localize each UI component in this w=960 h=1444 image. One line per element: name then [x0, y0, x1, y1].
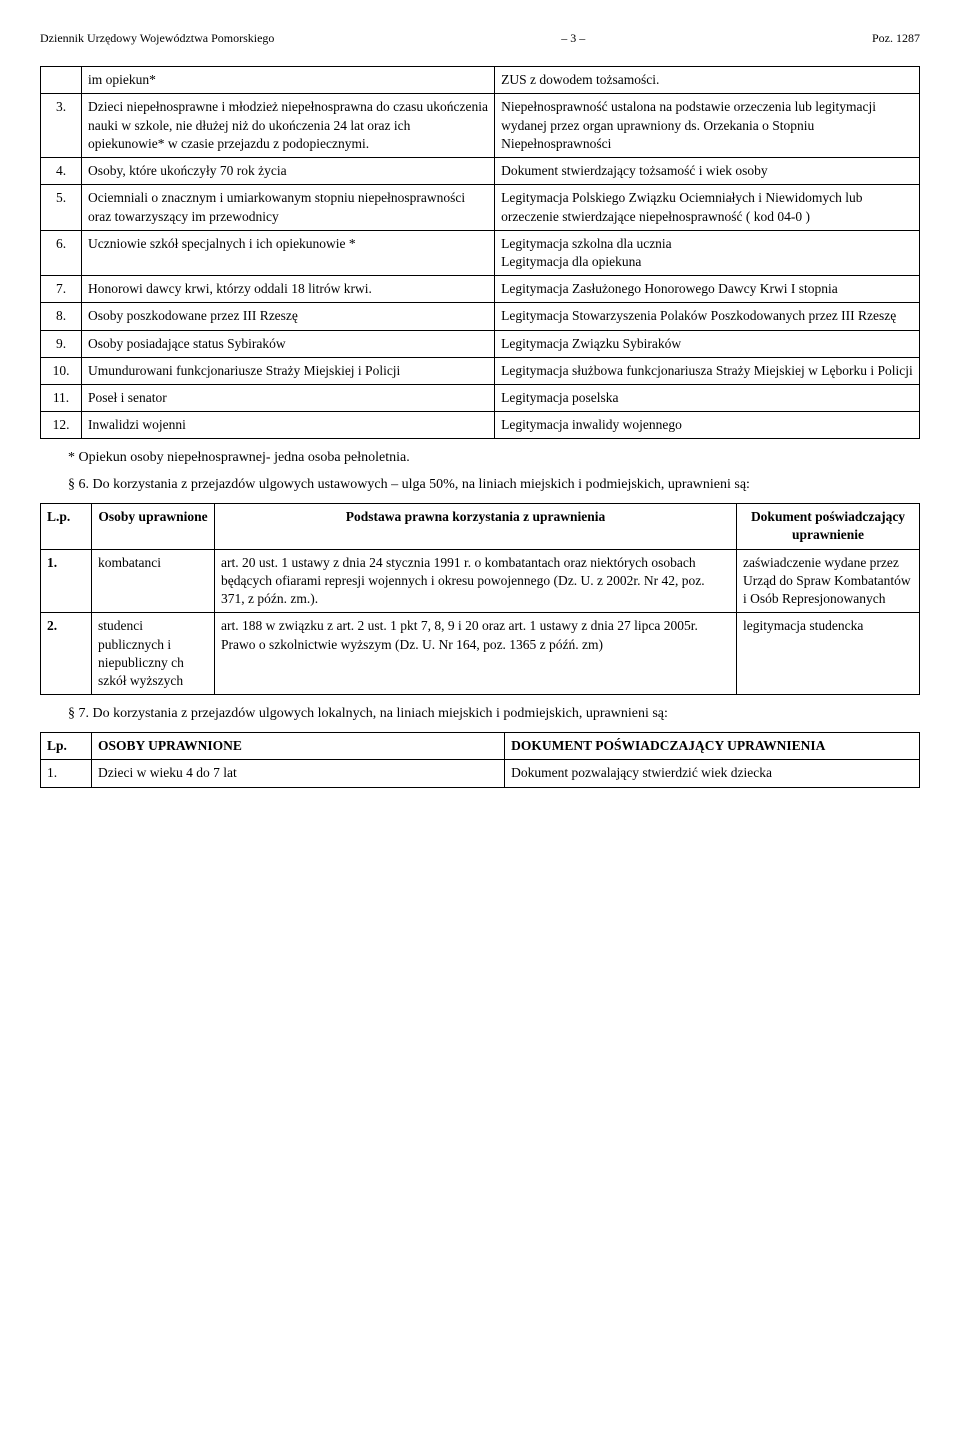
column-header-lp: L.p.	[41, 504, 92, 549]
cell-lp: 1.	[41, 760, 92, 787]
table-local-discounts: Lp. OSOBY UPRAWNIONE DOKUMENT POŚWIADCZA…	[40, 732, 920, 787]
cell-number: 3.	[41, 94, 82, 158]
cell-osoby: studenci publicznych i niepubliczny ch s…	[92, 613, 215, 695]
cell-number: 7.	[41, 276, 82, 303]
table-row: 5.Ociemniali o znacznym i umiarkowanym s…	[41, 185, 920, 230]
cell-number: 9.	[41, 330, 82, 357]
cell-osoby: kombatanci	[92, 549, 215, 613]
cell-person: Honorowi dawcy krwi, którzy oddali 18 li…	[82, 276, 495, 303]
table-row: 12.Inwalidzi wojenniLegitymacja inwalidy…	[41, 412, 920, 439]
cell-uprawnione: Dzieci w wieku 4 do 7 lat	[92, 760, 505, 787]
table-row: 2.studenci publicznych i niepubliczny ch…	[41, 613, 920, 695]
cell-document: ZUS z dowodem tożsamości.	[495, 67, 920, 94]
table-entitlements: im opiekun*ZUS z dowodem tożsamości.3.Dz…	[40, 66, 920, 439]
table-statutory-discounts: L.p. Osoby uprawnione Podstawa prawna ko…	[40, 503, 920, 695]
cell-person: Osoby poszkodowane przez III Rzeszę	[82, 303, 495, 330]
cell-document: Legitymacja inwalidy wojennego	[495, 412, 920, 439]
column-header-lp: Lp.	[41, 733, 92, 760]
cell-lp: 2.	[41, 613, 92, 695]
section-7: § 7. Do korzystania z przejazdów ulgowyc…	[40, 705, 920, 724]
cell-person: Inwalidzi wojenni	[82, 412, 495, 439]
cell-podstawa: art. 188 w związku z art. 2 ust. 1 pkt 7…	[215, 613, 737, 695]
cell-document: Dokument stwierdzający tożsamość i wiek …	[495, 158, 920, 185]
cell-number: 8.	[41, 303, 82, 330]
column-header-dokument: Dokument poświadczający uprawnienie	[737, 504, 920, 549]
table-row: 3.Dzieci niepełnosprawne i młodzież niep…	[41, 94, 920, 158]
header-journal: Dziennik Urzędowy Województwa Pomorskieg…	[40, 30, 274, 46]
header-page: – 3 –	[561, 30, 585, 46]
cell-number: 12.	[41, 412, 82, 439]
cell-person: Poseł i senator	[82, 385, 495, 412]
cell-person: im opiekun*	[82, 67, 495, 94]
cell-number: 10.	[41, 357, 82, 384]
cell-document: Legitymacja służbowa funkcjonariusza Str…	[495, 357, 920, 384]
cell-dokument: zaświadczenie wydane przez Urząd do Spra…	[737, 549, 920, 613]
column-header-dokument: DOKUMENT POŚWIADCZAJĄCY UPRAWNIENIA	[505, 733, 920, 760]
table-row: 8.Osoby poszkodowane przez III RzeszęLeg…	[41, 303, 920, 330]
cell-number	[41, 67, 82, 94]
table-row: 10.Umundurowani funkcjonariusze Straży M…	[41, 357, 920, 384]
column-header-podstawa: Podstawa prawna korzystania z uprawnieni…	[215, 504, 737, 549]
cell-person: Uczniowie szkół specjalnych i ich opieku…	[82, 230, 495, 275]
column-header-osoby: Osoby uprawnione	[92, 504, 215, 549]
cell-document: Legitymacja Stowarzyszenia Polaków Poszk…	[495, 303, 920, 330]
table-row: 1.Dzieci w wieku 4 do 7 latDokument pozw…	[41, 760, 920, 787]
cell-person: Umundurowani funkcjonariusze Straży Miej…	[82, 357, 495, 384]
table-row: 9.Osoby posiadające status SybirakówLegi…	[41, 330, 920, 357]
cell-document: Legitymacja szkolna dla uczniaLegitymacj…	[495, 230, 920, 275]
column-header-uprawnione: OSOBY UPRAWNIONE	[92, 733, 505, 760]
table-row: 6.Uczniowie szkół specjalnych i ich opie…	[41, 230, 920, 275]
table-row: L.p. Osoby uprawnione Podstawa prawna ko…	[41, 504, 920, 549]
cell-number: 6.	[41, 230, 82, 275]
cell-dokument: legitymacja studencka	[737, 613, 920, 695]
cell-document: Legitymacja Zasłużonego Honorowego Dawcy…	[495, 276, 920, 303]
table-row: 1.kombatanciart. 20 ust. 1 ustawy z dnia…	[41, 549, 920, 613]
cell-podstawa: art. 20 ust. 1 ustawy z dnia 24 stycznia…	[215, 549, 737, 613]
note-opiekun: * Opiekun osoby niepełnosprawnej- jedna …	[68, 449, 920, 468]
cell-number: 4.	[41, 158, 82, 185]
cell-person: Ociemniali o znacznym i umiarkowanym sto…	[82, 185, 495, 230]
section-6: § 6. Do korzystania z przejazdów ulgowyc…	[40, 476, 920, 495]
cell-number: 11.	[41, 385, 82, 412]
table-row: 4.Osoby, które ukończyły 70 rok życiaDok…	[41, 158, 920, 185]
table-row: 11.Poseł i senatorLegitymacja poselska	[41, 385, 920, 412]
cell-document: Legitymacja poselska	[495, 385, 920, 412]
cell-person: Dzieci niepełnosprawne i młodzież niepeł…	[82, 94, 495, 158]
page-header: Dziennik Urzędowy Województwa Pomorskieg…	[40, 30, 920, 46]
cell-person: Osoby, które ukończyły 70 rok życia	[82, 158, 495, 185]
table-row: im opiekun*ZUS z dowodem tożsamości.	[41, 67, 920, 94]
cell-document: Legitymacja Związku Sybiraków	[495, 330, 920, 357]
cell-lp: 1.	[41, 549, 92, 613]
header-poz: Poz. 1287	[872, 30, 920, 46]
table-row: 7.Honorowi dawcy krwi, którzy oddali 18 …	[41, 276, 920, 303]
cell-document: Niepełnosprawność ustalona na podstawie …	[495, 94, 920, 158]
cell-number: 5.	[41, 185, 82, 230]
cell-dokument: Dokument pozwalający stwierdzić wiek dzi…	[505, 760, 920, 787]
cell-document: Legitymacja Polskiego Związku Ociemniały…	[495, 185, 920, 230]
table-row: Lp. OSOBY UPRAWNIONE DOKUMENT POŚWIADCZA…	[41, 733, 920, 760]
cell-person: Osoby posiadające status Sybiraków	[82, 330, 495, 357]
